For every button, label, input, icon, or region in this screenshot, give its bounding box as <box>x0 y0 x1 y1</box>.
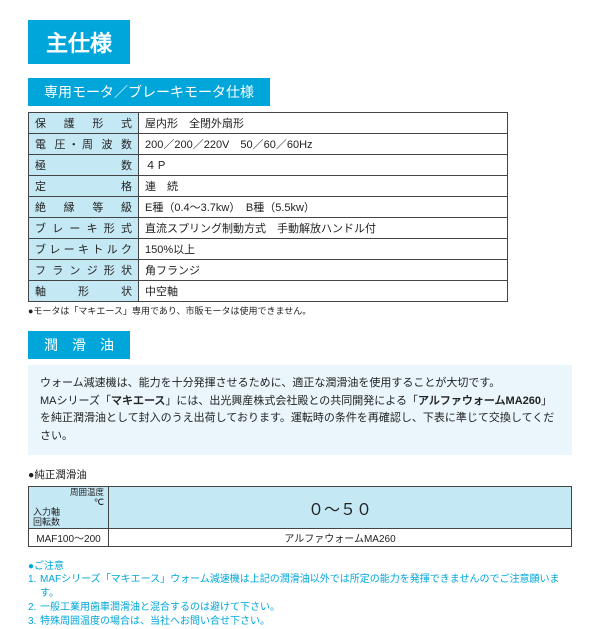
caution-item: 2.一般工業用歯車潤滑油と混合するのは避けて下さい。 <box>28 601 572 615</box>
desc-text: MAシリーズ「 <box>40 395 111 407</box>
spec-note: ●モータは「マキエース」専用であり、市販モータは使用できません。 <box>28 304 572 317</box>
spec-label: ブ レ ー キ 形 式 <box>29 218 139 239</box>
desc-bold: マキエース <box>111 395 165 407</box>
caution-text: 一般工業用歯車潤滑油と混合するのは避けて下さい。 <box>40 601 280 615</box>
spec-value: E種（0.4～3.7kw） B種（5.5kw） <box>139 197 508 218</box>
spec-value: ４Ｐ <box>139 155 508 176</box>
spec-value: 150%以上 <box>139 239 508 260</box>
spec-value: 直流スプリング制動方式 手動解放ハンドル付 <box>139 218 508 239</box>
spec-table: 保 護 形 式屋内形 全閉外扇形電 圧・周 波 数200／200／220V 50… <box>28 112 508 302</box>
oil-row-model: MAF100～200 <box>29 529 109 547</box>
spec-value: 連 続 <box>139 176 508 197</box>
spec-value: 200／200／220V 50／60／60Hz <box>139 134 508 155</box>
caution-num: 1. <box>28 573 40 601</box>
caution-num: 2. <box>28 601 40 615</box>
spec-label: フ ラ ン ジ 形 状 <box>29 260 139 281</box>
caution-title: ●ご注意 <box>28 557 572 572</box>
oil-temp-range: ０～５０ <box>109 487 572 529</box>
spec-label: 極 数 <box>29 155 139 176</box>
spec-label: 保 護 形 式 <box>29 113 139 134</box>
caution-list: 1.MAFシリーズ「マキエース」ウォーム減速機は上記の潤滑油以外では所定の能力を… <box>28 573 572 629</box>
oil-table: 周囲温度 ℃ 入力軸 回転数 ０～５０ MAF100～200 アルファウォームM… <box>28 486 572 547</box>
oil-row-product: アルファウォームMA260 <box>109 529 572 547</box>
caution-item: 1.MAFシリーズ「マキエース」ウォーム減速機は上記の潤滑油以外では所定の能力を… <box>28 573 572 601</box>
spec-value: 屋内形 全閉外扇形 <box>139 113 508 134</box>
desc-text: ウォーム減速機は、能力を十分発揮させるために、適正な潤滑油を使用することが大切で… <box>40 377 500 389</box>
page-title: 主仕様 <box>28 20 130 64</box>
caution-text: MAFシリーズ「マキエース」ウォーム減速機は上記の潤滑油以外では所定の能力を発揮… <box>40 573 572 601</box>
spec-label: 絶 縁 等 級 <box>29 197 139 218</box>
spec-value: 角フランジ <box>139 260 508 281</box>
spec-label: 電 圧・周 波 数 <box>29 134 139 155</box>
spec-label: 定 格 <box>29 176 139 197</box>
spec-value: 中空軸 <box>139 281 508 302</box>
spec-label: 軸 形 状 <box>29 281 139 302</box>
spec-label: ブレーキトルク <box>29 239 139 260</box>
caution-text: 特殊周囲温度の場合は、当社へお問い合せ下さい。 <box>40 615 270 629</box>
oil-hdr-input: 入力軸 <box>33 507 60 517</box>
caution-num: 3. <box>28 615 40 629</box>
oil-description: ウォーム減速機は、能力を十分発揮させるために、適正な潤滑油を使用することが大切で… <box>28 365 572 455</box>
oil-hdr-rpm: 回転数 <box>33 517 60 527</box>
desc-text: 」には、出光興産株式会社殿との共同開発による「 <box>165 395 418 407</box>
oil-table-label: ●純正潤滑油 <box>28 467 572 482</box>
caution-item: 3.特殊周囲温度の場合は、当社へお問い合せ下さい。 <box>28 615 572 629</box>
section-heading-motor: 専用モータ／ブレーキモータ仕様 <box>28 78 270 106</box>
section-heading-oil: 潤 滑 油 <box>28 331 130 359</box>
desc-bold: アルファウォームMA260 <box>418 395 541 407</box>
